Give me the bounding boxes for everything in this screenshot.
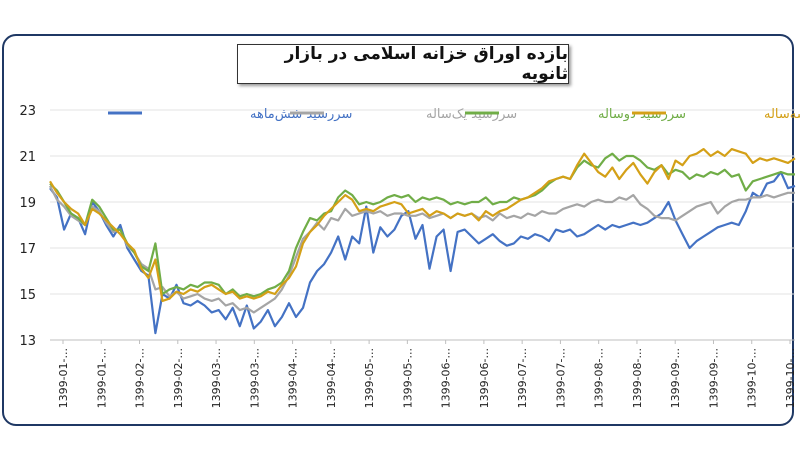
x-tick-label: 1399-03-... (248, 348, 261, 408)
y-tick-label: 17 (19, 242, 36, 257)
y-tick-label: 21 (19, 150, 36, 165)
x-tick-label: 1399-10-... (784, 348, 797, 408)
chart-title: بازده اوراق خزانه اسلامی در بازار ثانویه (284, 44, 568, 84)
chart-title-box: بازده اوراق خزانه اسلامی در بازار ثانویه (237, 44, 569, 84)
x-tick-label: 1399-08-... (593, 348, 606, 408)
x-tick-label: 1399-01-... (95, 348, 108, 408)
x-tick-label: 1399-02-... (172, 348, 185, 408)
x-tick-label: 1399-05-... (363, 348, 376, 408)
x-tick-label: 1399-07-... (554, 348, 567, 408)
y-tick-label: 13 (19, 334, 36, 349)
x-tick-label: 1399-06-... (478, 348, 491, 408)
chart-frame (2, 34, 794, 426)
series-line-1 (49, 171, 796, 335)
y-axis-ticks: 13 15 17 19 21 23 (19, 104, 36, 349)
x-axis-ticks: 1399-01-... 1399-01-... 1399-02-... 1399-02… (57, 340, 797, 408)
x-tick-label: 1399-02-... (134, 348, 147, 408)
x-tick-label: 1399-05-... (401, 348, 414, 408)
x-tick-label: 1399-08-... (631, 348, 644, 408)
x-tick-label: 1399-10-... (746, 348, 759, 408)
y-tick-label: 23 (19, 104, 36, 119)
legend-label: سررسید سه‌ساله (764, 107, 800, 122)
legend: سررسید شش‌ماههسررسید یک‌سالهسررسید دوسال… (108, 107, 800, 122)
x-tick-label: 1399-01-... (57, 348, 70, 408)
series-lines (49, 148, 796, 335)
series-line-4 (49, 148, 796, 302)
x-tick-label: 1399-07-... (516, 348, 529, 408)
x-tick-label: 1399-09-... (669, 348, 682, 408)
x-tick-label: 1399-03-... (210, 348, 223, 408)
x-tick-label: 1399-04-... (325, 348, 338, 408)
y-tick-label: 15 (19, 288, 36, 303)
x-tick-label: 1399-04-... (287, 348, 300, 408)
x-tick-label: 1399-09-... (707, 348, 720, 408)
y-tick-label: 19 (19, 196, 36, 211)
x-tick-label: 1399-06-... (440, 348, 453, 408)
